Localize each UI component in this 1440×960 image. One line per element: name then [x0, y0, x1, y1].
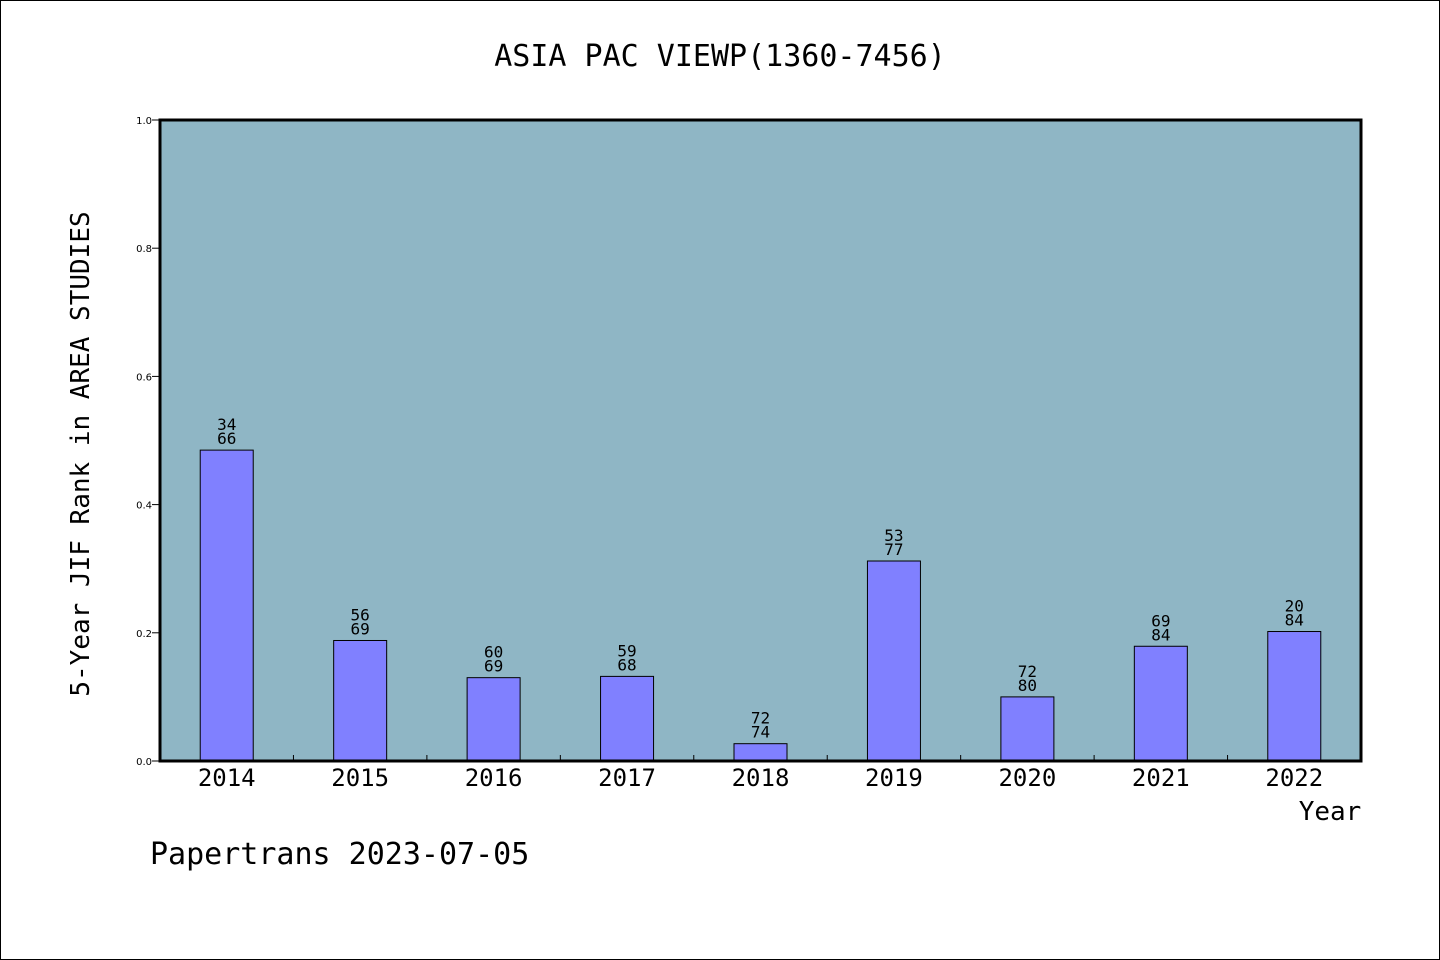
plot-border — [158, 118, 1363, 763]
bar-label-top: 20 — [1285, 597, 1304, 616]
bar-2020 — [1000, 696, 1055, 762]
bar-label-top: 56 — [351, 605, 370, 624]
bar-label-top: 59 — [617, 641, 636, 660]
y-tick-label: 0.2 — [136, 629, 152, 640]
x-tick-label: 2014 — [198, 764, 256, 792]
bar-label-top: 53 — [884, 526, 903, 545]
bar-label-bottom: 68 — [617, 655, 636, 674]
x-tick-label: 2021 — [1132, 764, 1190, 792]
bar-2021 — [1133, 645, 1188, 762]
chart-title: ASIA PAC VIEWP(1360-7456) — [494, 39, 946, 74]
bar-label-bottom: 69 — [351, 619, 370, 638]
y-axis-ticks: 0.0 0.2 0.4 0.6 0.8 1.0 — [136, 116, 160, 768]
x-tick-label: 2020 — [998, 764, 1056, 792]
y-tick-label: 0.6 — [136, 372, 152, 383]
bar-label-bottom: 69 — [484, 657, 503, 676]
bar-2016 — [466, 677, 521, 762]
x-tick-label: 2018 — [732, 764, 790, 792]
x-tick-label: 2015 — [331, 764, 389, 792]
y-tick-label: 0.0 — [136, 757, 152, 768]
bar-2018 — [733, 743, 788, 762]
footer-credit: Papertrans 2023-07-05 — [150, 837, 529, 872]
bar-2022 — [1267, 631, 1322, 762]
bar-label-bottom: 84 — [1151, 625, 1170, 644]
y-tick-label: 1.0 — [136, 116, 152, 127]
bar-label-bottom: 66 — [217, 429, 236, 448]
bar-label-top: 69 — [1151, 611, 1170, 630]
bar-label-top: 72 — [1018, 662, 1037, 681]
x-tick-label: 2017 — [598, 764, 656, 792]
bar-label-top: 34 — [217, 415, 236, 434]
x-tick-label: 2022 — [1265, 764, 1323, 792]
bar-label-bottom: 80 — [1018, 676, 1037, 695]
y-tick-label: 0.8 — [136, 244, 152, 255]
bar-2014 — [199, 449, 254, 762]
bar-label-top: 72 — [751, 709, 770, 728]
y-tick-label: 0.4 — [136, 501, 152, 512]
bar-2015 — [333, 639, 388, 762]
bar-label-bottom: 74 — [751, 723, 770, 742]
bar-2019 — [866, 560, 921, 762]
x-axis-ticks: 2014 2015 2016 2017 2018 2019 2020 2021 2022 — [198, 755, 1323, 792]
bar-2017 — [600, 675, 655, 762]
bar-label-bottom: 77 — [884, 540, 903, 559]
bar-label-bottom: 84 — [1285, 611, 1304, 630]
x-tick-label: 2016 — [465, 764, 523, 792]
bar-label-top: 60 — [484, 643, 503, 662]
x-tick-label: 2019 — [865, 764, 923, 792]
x-axis-label: Year — [1299, 797, 1362, 827]
y-axis-label: 5-Year JIF Rank in AREA STUDIES — [66, 211, 96, 696]
